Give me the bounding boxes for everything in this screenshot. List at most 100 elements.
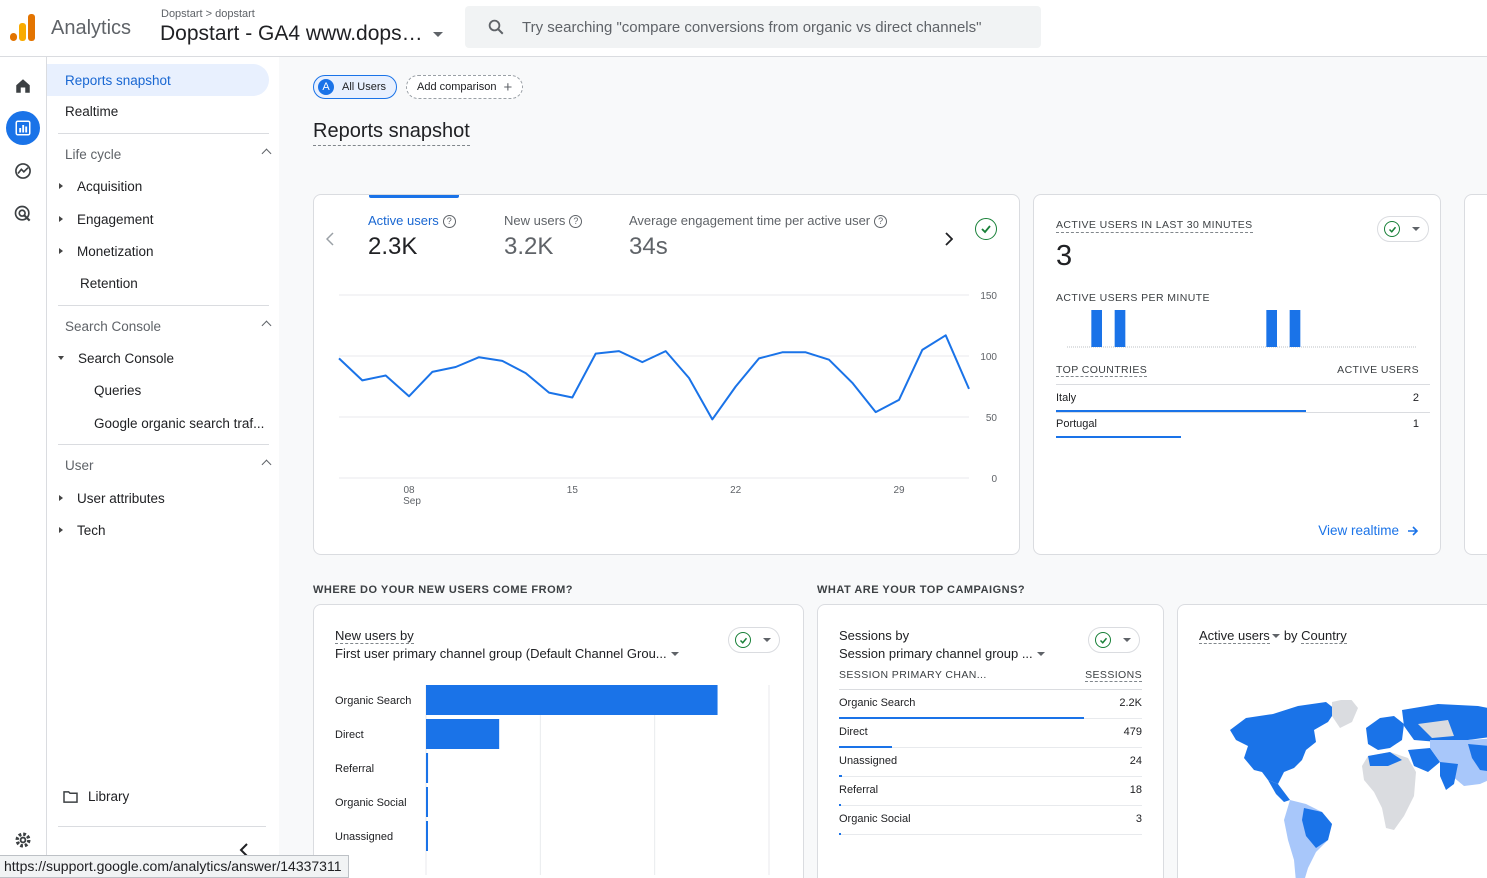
advertising-icon[interactable]: [6, 197, 40, 231]
chevron-down-icon[interactable]: [433, 32, 443, 37]
overview-card: Active users? 2.3K New users? 3.2K Avera…: [313, 194, 1020, 555]
card-insights-button[interactable]: [728, 627, 780, 653]
nav-section-life-cycle[interactable]: Life cycle: [65, 138, 272, 170]
home-icon[interactable]: [6, 69, 40, 103]
table-row[interactable]: Unassigned 24: [839, 755, 1142, 783]
card-insights-button[interactable]: [1088, 627, 1140, 653]
row-share-bar: [839, 717, 1084, 719]
page-title: Reports snapshot: [313, 120, 470, 146]
metric-value: 34s: [629, 233, 668, 260]
realtime-insights-button[interactable]: [1377, 216, 1429, 242]
next-metric-icon[interactable]: [945, 232, 953, 246]
card-title-line2[interactable]: Session primary channel group ...: [839, 646, 1045, 661]
card-title-line2[interactable]: First user primary channel group (Defaul…: [335, 646, 679, 661]
nav-realtime[interactable]: Realtime: [65, 103, 119, 119]
chevron-up-icon[interactable]: [261, 320, 272, 331]
realtime-value: 3: [1056, 240, 1073, 272]
arrow-right-icon: [1408, 525, 1419, 536]
nav-section-search-console[interactable]: Search Console: [65, 310, 272, 342]
title-dimension[interactable]: Country: [1301, 628, 1347, 644]
collapse-nav-icon[interactable]: [239, 843, 249, 857]
previous-metric-icon[interactable]: [326, 232, 334, 246]
help-icon[interactable]: ?: [874, 215, 888, 228]
comparison-chip-all-users[interactable]: A All Users: [313, 75, 398, 99]
nav-retention[interactable]: Retention: [80, 275, 138, 291]
insights-check-icon[interactable]: [975, 218, 997, 240]
table-row[interactable]: Organic Social 3: [839, 813, 1142, 841]
chevron-up-icon[interactable]: [261, 459, 272, 470]
nav-engagement[interactable]: Engagement: [59, 203, 154, 235]
country-name: Italy: [1056, 392, 1077, 404]
view-realtime-link[interactable]: View realtime: [1318, 523, 1419, 538]
nav-user-attributes[interactable]: User attributes: [59, 482, 165, 514]
explore-icon[interactable]: [6, 154, 40, 188]
nav-search-console[interactable]: Search Console: [58, 342, 174, 374]
nav-monetization[interactable]: Monetization: [59, 235, 154, 267]
active-users-by-country-card: Active users by Country: [1177, 604, 1487, 878]
minute-bar[interactable]: [1266, 310, 1277, 347]
map-greenland: [1332, 700, 1358, 728]
row-value: 24: [1129, 755, 1142, 767]
minute-bar[interactable]: [1289, 310, 1301, 347]
nav-divider: [58, 826, 266, 827]
table-row[interactable]: Organic Search 2.2K: [839, 697, 1142, 725]
nav-divider: [58, 133, 269, 134]
metric-active-users[interactable]: Active users? 2.3K: [368, 213, 456, 261]
bar[interactable]: [426, 753, 429, 783]
chevron-down-icon: [1412, 227, 1420, 231]
property-selector[interactable]: Dopstart - GA4 www.dopstart.com: [160, 22, 425, 45]
nav-label: Library: [88, 788, 130, 804]
help-icon[interactable]: ?: [442, 215, 456, 228]
y-tick-label: 50: [986, 413, 998, 424]
plus-icon: +: [503, 78, 513, 96]
new-users-by-channel-card: New users by First user primary channel …: [313, 604, 804, 878]
search-bar[interactable]: Try searching "compare conversions from …: [465, 6, 1041, 48]
col-active-users: ACTIVE USERS: [1337, 364, 1419, 376]
nav-google-organic-search[interactable]: Google organic search traf...: [94, 415, 265, 431]
map-europe: [1366, 716, 1404, 750]
bar[interactable]: [426, 719, 500, 749]
map-brazil: [1302, 808, 1332, 848]
title-metric[interactable]: New users by: [335, 628, 414, 644]
help-icon[interactable]: ?: [569, 215, 583, 228]
metric-new-users[interactable]: New users? 3.2K: [504, 213, 583, 261]
chip-label: All Users: [342, 81, 387, 93]
map-middle-east: [1408, 748, 1440, 772]
bar[interactable]: [426, 787, 428, 817]
card-title-line1[interactable]: Sessions by: [839, 628, 909, 643]
row-name: Organic Search: [839, 697, 916, 709]
nav-section-user[interactable]: User: [65, 449, 272, 481]
nav-tech[interactable]: Tech: [59, 514, 106, 546]
search-placeholder: Try searching "compare conversions from …: [522, 19, 982, 36]
analytics-logo-icon[interactable]: [10, 14, 36, 42]
bar[interactable]: [426, 821, 428, 851]
row-value: 2.2K: [1119, 697, 1142, 709]
nav-acquisition[interactable]: Acquisition: [59, 170, 142, 202]
bar[interactable]: [426, 685, 718, 715]
table-row[interactable]: Referral 18: [839, 784, 1142, 812]
nav-library[interactable]: Library: [63, 780, 129, 812]
breadcrumb[interactable]: Dopstart > dopstart: [161, 8, 255, 20]
bar-category-label: Organic Search: [335, 695, 411, 707]
metric-avg-engagement[interactable]: Average engagement time per active user?…: [629, 213, 888, 261]
reports-icon[interactable]: [6, 111, 40, 145]
chevron-up-icon[interactable]: [261, 148, 272, 159]
row-value: 479: [1123, 726, 1142, 738]
chip-label: Add comparison: [417, 81, 497, 93]
country-share-bar: [1056, 436, 1181, 438]
map-central-america: [1268, 780, 1290, 802]
nav-queries[interactable]: Queries: [94, 382, 142, 398]
chevron-down-icon[interactable]: [1271, 634, 1280, 638]
minute-bar[interactable]: [1114, 310, 1126, 347]
minute-bar[interactable]: [1091, 310, 1102, 347]
table-row[interactable]: Direct 479: [839, 726, 1142, 754]
nav-reports-snapshot[interactable]: Reports snapshot: [47, 64, 269, 96]
country-value: 1: [1412, 418, 1419, 430]
add-comparison-button[interactable]: Add comparison +: [406, 75, 524, 99]
settings-icon[interactable]: [6, 823, 40, 857]
chevron-down-icon: [1123, 638, 1131, 642]
title-metric[interactable]: Active users: [1199, 628, 1270, 644]
segment-letter-badge: A: [318, 79, 334, 95]
row-share-bar: [839, 833, 841, 835]
section-campaigns-heading: WHAT ARE YOUR TOP CAMPAIGNS?: [817, 584, 1026, 596]
